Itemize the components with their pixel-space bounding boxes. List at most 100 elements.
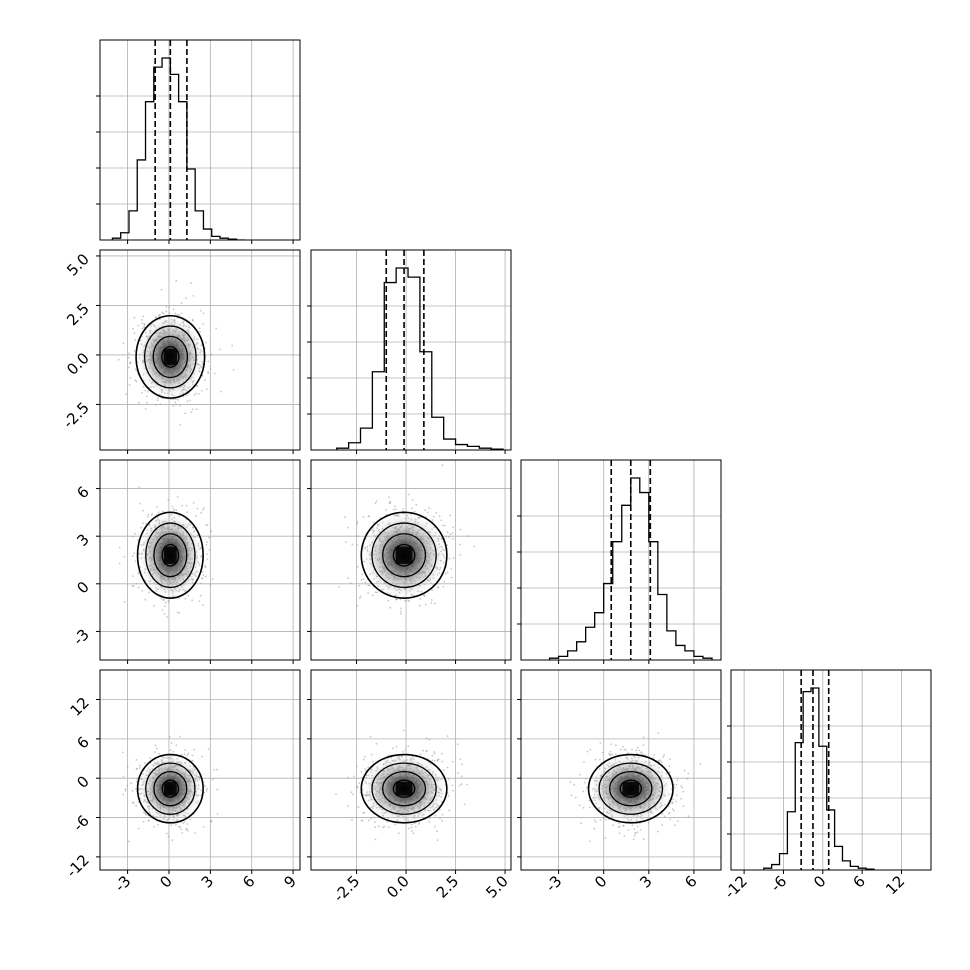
scatter-point bbox=[206, 524, 209, 526]
scatter-point bbox=[178, 612, 181, 614]
scatter-point bbox=[213, 769, 215, 771]
scatter-point bbox=[583, 760, 585, 763]
scatter-point bbox=[669, 818, 672, 821]
scatter-point bbox=[201, 755, 204, 758]
scatter-point bbox=[385, 509, 387, 511]
scatter-point bbox=[123, 601, 126, 603]
scatter-point bbox=[424, 603, 427, 606]
scatter-point bbox=[149, 757, 152, 759]
scatter-point bbox=[210, 353, 213, 356]
scatter-point bbox=[211, 578, 214, 581]
scatter-point bbox=[145, 401, 148, 404]
scatter-point bbox=[362, 578, 365, 581]
scatter-point bbox=[138, 486, 141, 488]
scatter-point bbox=[588, 799, 591, 802]
scatter-point bbox=[362, 516, 365, 518]
scatter-point bbox=[433, 759, 436, 762]
scatter-point bbox=[428, 507, 431, 510]
scatter-point bbox=[126, 784, 128, 787]
scatter-point bbox=[170, 741, 173, 744]
scatter-point bbox=[424, 509, 427, 512]
scatter-point bbox=[171, 839, 174, 842]
density-contour bbox=[136, 511, 204, 599]
panel-frame bbox=[99, 669, 301, 871]
density-contour bbox=[392, 543, 416, 567]
scatter-point bbox=[190, 411, 193, 414]
scatter-point bbox=[175, 279, 178, 282]
scatter-point bbox=[441, 752, 443, 755]
scatter-point bbox=[640, 751, 642, 754]
scatter-point bbox=[191, 408, 194, 411]
scatter-point bbox=[441, 524, 444, 527]
panel-1-1 bbox=[307, 249, 512, 454]
scatter-point bbox=[192, 295, 195, 297]
scatter-point bbox=[450, 568, 453, 570]
scatter-point bbox=[411, 507, 413, 510]
scatter-point bbox=[601, 751, 604, 754]
scatter-point bbox=[372, 816, 375, 819]
scatter-point bbox=[138, 764, 141, 767]
scatter-point bbox=[199, 582, 202, 585]
scatter-point bbox=[378, 825, 380, 828]
scatter-point bbox=[335, 793, 337, 795]
scatter-point bbox=[187, 594, 190, 597]
scatter-point bbox=[408, 827, 410, 830]
scatter-point bbox=[166, 616, 169, 618]
scatter-point bbox=[135, 768, 138, 771]
scatter-point bbox=[131, 535, 134, 538]
scatter-point bbox=[364, 755, 366, 758]
scatter-point bbox=[201, 577, 204, 580]
panel-frame bbox=[310, 669, 512, 871]
scatter-point bbox=[451, 538, 454, 540]
scatter-point bbox=[128, 384, 131, 386]
scatter-point bbox=[172, 508, 175, 510]
density-contour bbox=[382, 533, 427, 578]
scatter-point bbox=[459, 543, 462, 546]
scatter-point bbox=[639, 829, 642, 831]
scatter-point bbox=[202, 323, 204, 325]
scatter-point bbox=[161, 608, 164, 611]
scatter-point bbox=[463, 803, 466, 806]
scatter-points bbox=[121, 735, 219, 843]
scatter-point bbox=[142, 315, 145, 318]
scatter-point bbox=[410, 826, 413, 829]
scatter-point bbox=[392, 747, 394, 750]
scatter-point bbox=[232, 369, 235, 371]
scatter-point bbox=[451, 784, 454, 787]
scatter-point bbox=[374, 821, 376, 824]
scatter-point bbox=[580, 822, 583, 825]
scatter-point bbox=[364, 581, 367, 584]
panel-frame bbox=[99, 459, 301, 661]
scatter-point bbox=[194, 832, 197, 834]
scatter-point bbox=[151, 513, 154, 515]
scatter-point bbox=[210, 820, 213, 823]
scatter-point bbox=[367, 819, 370, 822]
scatter-point bbox=[400, 612, 402, 615]
density-peak-cell bbox=[163, 546, 177, 564]
scatter-point bbox=[404, 749, 407, 751]
panel-frame bbox=[310, 459, 512, 661]
scatter-point bbox=[431, 754, 434, 757]
panel-0-0 bbox=[96, 39, 301, 244]
scatter-point bbox=[446, 571, 449, 574]
scatter-point bbox=[187, 752, 190, 755]
scatter-point bbox=[207, 748, 210, 750]
scatter-points bbox=[569, 732, 702, 843]
scatter-point bbox=[186, 829, 189, 832]
density-contour bbox=[371, 522, 437, 589]
scatter-point bbox=[193, 394, 196, 396]
scatter-point bbox=[211, 778, 214, 781]
scatter-point bbox=[215, 327, 218, 330]
scatter-point bbox=[180, 312, 183, 315]
scatter-point bbox=[134, 379, 137, 382]
scatter-point bbox=[382, 826, 384, 829]
scatter-point bbox=[594, 758, 597, 761]
scatter-point bbox=[450, 576, 453, 579]
scatter-point bbox=[459, 758, 462, 761]
scatter-point bbox=[192, 319, 194, 322]
scatter-point bbox=[165, 305, 168, 308]
scatter-point bbox=[393, 505, 396, 507]
density-contour bbox=[152, 335, 189, 379]
scatter-point bbox=[205, 388, 208, 391]
scatter-point bbox=[163, 613, 166, 615]
